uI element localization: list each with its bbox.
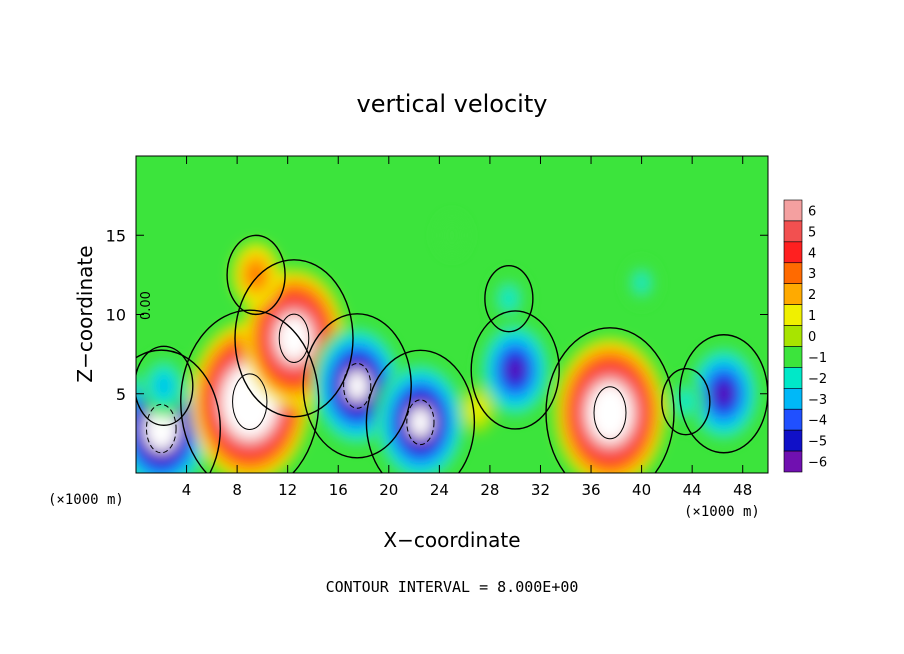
y-tick-label: 5 [116,385,126,404]
colorbar-label: 5 [808,225,816,240]
y-tick-label: 10 [106,306,126,325]
colorbar-swatch [783,241,803,264]
colorbar-swatch [783,450,803,473]
colorbar-label: 3 [808,267,816,282]
zero-contour-5 [302,313,412,459]
velocity-feature-11-level-5 [717,385,730,403]
velocity-feature-4-level-2 [248,264,264,286]
x-tick-label: 24 [430,481,449,499]
x-axis-title: X−coordinate [383,528,520,552]
velocity-feature-5-level-7 [351,378,363,394]
x-tick-label: 44 [683,481,702,499]
colorbar-label: −2 [808,372,827,387]
colorbar-label: 6 [808,204,816,219]
inner-contour-10 [593,386,627,440]
colorbar-label: −6 [808,456,827,471]
x-tick-label: 16 [329,481,348,499]
y-axis-title: Z−coordinate [73,245,97,382]
x-tick-label: 32 [531,481,550,499]
velocity-feature-7-level-5 [509,361,522,379]
x-axis-ticks: 4 8 12 16 20 24 28 32 36 40 44 48 [182,156,752,499]
colorbar: 6 5 4 3 2 1 0 −1 −2 −3 −4 −5 −6 [783,199,827,473]
colorbar-swatch [783,220,803,243]
velocity-feature-13-level-1 [444,225,460,246]
colorbar-label: −5 [808,435,827,450]
zero-contour-12 [661,367,711,436]
colorbar-label: −4 [808,414,827,429]
zero-contour-2 [180,309,320,473]
x-tick-label: 28 [480,481,499,499]
zero-contour-6 [365,349,476,473]
colorbar-swatch [783,262,803,284]
heatmap-field [136,156,768,473]
y-tick-label: 15 [106,226,126,245]
x-tick-label: 36 [581,481,600,499]
chart-title: vertical velocity [357,90,548,118]
x-tick-label: 4 [182,481,192,499]
colorbar-swatch [783,325,803,347]
zero-contour-10 [545,327,675,473]
inner-contour-2 [232,373,268,430]
x-tick-label: 20 [379,481,398,499]
zero-contour-8 [484,264,534,333]
inner-contour-0 [145,403,177,454]
colorbar-swatch [783,408,803,431]
colorbar-swatch [783,429,803,452]
colorbar-swatch [783,304,803,326]
x-tick-label: 8 [232,481,242,499]
zero-contour-7 [470,310,560,430]
zero-contour-4 [226,234,286,316]
inner-contour-3 [278,313,310,363]
velocity-feature-14-level-1 [633,272,650,294]
x-tick-label: 12 [278,481,297,499]
x-tick-label: 48 [733,481,752,499]
velocity-feature-1-level-2 [155,375,172,397]
velocity-feature-8-level-1 [499,285,519,312]
velocity-feature-3-level-8 [288,330,300,346]
velocity-feature-10-level-9 [604,405,616,421]
contour-interval-note: CONTOUR INTERVAL = 8.000E+00 [326,578,579,596]
colorbar-label: −3 [808,393,827,408]
colorbar-label: −1 [808,351,827,366]
colorbar-swatch [783,199,803,222]
colorbar-label: 4 [808,246,816,261]
colorbar-label: 1 [808,309,816,324]
zero-contour-0 [136,349,221,473]
colorbar-swatch [783,283,803,305]
zero-contours [136,234,768,473]
inner-contour-6 [406,399,435,446]
x-tick-label: 40 [632,481,651,499]
colorbar-label: 0 [808,330,816,345]
velocity-feature-2-level-10 [244,394,256,409]
colorbar-label: 2 [808,288,816,303]
colorbar-swatch [783,367,803,389]
y-unit-label: (×1000 m) [48,492,124,508]
y-axis-ticks: 5 10 15 [106,226,768,404]
colorbar-swatch [783,388,803,410]
x-unit-label: (×1000 m) [684,504,760,520]
contour-inline-label: 0.00 [139,291,154,320]
velocity-feature-0-level-8 [155,421,167,437]
velocity-feature-6-level-7 [414,414,427,431]
zero-contour-3 [234,259,354,418]
colorbar-swatch [783,346,803,368]
zero-contour-1 [136,345,194,427]
inner-contour-5 [343,362,372,409]
